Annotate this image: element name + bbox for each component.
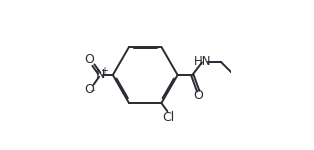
Text: +: + (100, 66, 108, 76)
Text: O: O (84, 83, 94, 96)
Text: HN: HN (194, 54, 211, 68)
Text: N: N (96, 68, 105, 81)
Text: Cl: Cl (162, 111, 174, 124)
Text: ⁻: ⁻ (89, 89, 95, 99)
Text: O: O (84, 53, 94, 66)
Text: O: O (193, 89, 203, 102)
